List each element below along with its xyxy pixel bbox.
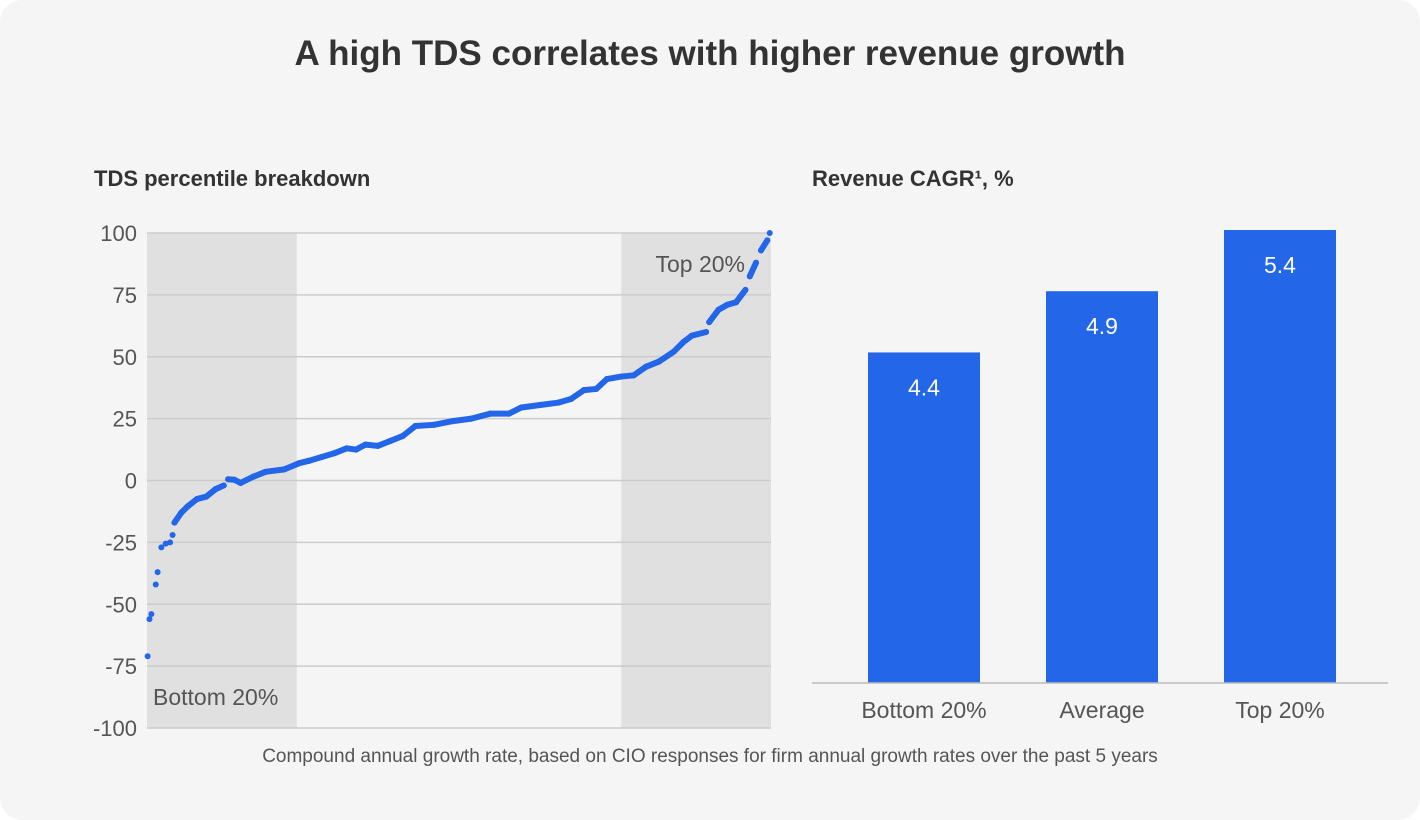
bar-data-label: 5.4 — [1264, 252, 1296, 278]
data-point — [184, 503, 191, 510]
data-point — [362, 441, 369, 448]
y-tick-label: -75 — [105, 654, 137, 679]
curve-segment — [518, 402, 544, 411]
data-point — [167, 539, 174, 546]
data-point — [374, 442, 381, 449]
data-point — [746, 273, 753, 280]
data-point — [296, 460, 303, 467]
curve-segment — [431, 418, 456, 428]
data-point — [449, 418, 456, 425]
data-point — [670, 348, 677, 355]
bar-1 — [868, 352, 980, 683]
data-point — [306, 457, 313, 464]
data-point — [753, 259, 760, 266]
data-point — [148, 611, 155, 618]
x-category-label: Average — [1059, 697, 1144, 723]
data-point — [618, 373, 625, 380]
data-point — [537, 402, 544, 409]
chart-title: A high TDS correlates with higher revenu… — [294, 34, 1126, 73]
data-point — [146, 616, 153, 623]
y-tick-label: -25 — [105, 530, 137, 555]
data-point — [580, 387, 587, 394]
data-point — [158, 544, 165, 551]
x-category-label: Bottom 20% — [861, 697, 986, 723]
data-point — [568, 395, 575, 402]
data-point — [318, 453, 325, 460]
y-tick-label: 100 — [100, 221, 137, 246]
data-point — [331, 450, 338, 457]
data-point — [758, 247, 765, 254]
data-point — [703, 329, 710, 335]
data-point — [178, 509, 185, 516]
data-point — [231, 476, 238, 483]
data-point — [724, 301, 731, 308]
data-point — [766, 230, 773, 236]
data-point — [237, 479, 244, 486]
right-chart-title: Revenue CAGR¹, % — [812, 166, 1014, 191]
data-point — [144, 653, 151, 660]
y-tick-label: 75 — [113, 283, 137, 308]
data-point — [353, 446, 360, 453]
data-point — [220, 482, 227, 489]
data-point — [505, 410, 512, 417]
data-point — [733, 299, 740, 306]
data-point — [715, 306, 722, 313]
bar-3 — [1224, 230, 1336, 683]
data-point — [630, 372, 637, 379]
y-tick-label: -50 — [105, 592, 137, 617]
data-point — [742, 286, 749, 293]
data-point — [518, 404, 525, 411]
data-point — [171, 519, 178, 526]
curve-segment — [262, 466, 288, 475]
data-point — [262, 468, 269, 475]
y-tick-label: -100 — [93, 716, 137, 741]
bar-2 — [1046, 291, 1158, 683]
data-point — [152, 581, 159, 588]
curve-segment — [449, 415, 475, 425]
data-point — [688, 332, 695, 339]
data-point — [643, 363, 650, 370]
data-point — [593, 385, 600, 392]
curve-segment — [537, 399, 562, 409]
bar-data-label: 4.9 — [1086, 313, 1118, 339]
bar-data-label: 4.4 — [908, 374, 940, 400]
data-point — [154, 569, 161, 576]
data-point — [281, 466, 288, 473]
data-point — [468, 415, 475, 422]
data-point — [655, 358, 662, 365]
data-point — [212, 486, 219, 493]
data-point — [706, 319, 713, 326]
band-label-top: Top 20% — [655, 251, 745, 277]
data-point — [343, 445, 350, 452]
band-label-bottom: Bottom 20% — [153, 684, 278, 710]
curve-segment — [412, 421, 438, 430]
y-tick-label: 0 — [125, 469, 137, 494]
y-tick-label: 25 — [113, 407, 137, 432]
data-point — [169, 531, 176, 538]
data-point — [250, 473, 257, 480]
data-point — [387, 437, 394, 444]
x-category-label: Top 20% — [1235, 697, 1325, 723]
data-point — [431, 421, 438, 428]
curve-segment — [468, 410, 494, 422]
data-point — [203, 493, 210, 500]
data-point — [193, 496, 200, 503]
data-point — [764, 237, 771, 244]
left-chart-title: TDS percentile breakdown — [94, 166, 371, 191]
data-point — [680, 338, 687, 345]
footnote: Compound annual growth rate, based on CI… — [262, 746, 1158, 767]
data-point — [399, 432, 406, 439]
data-point — [555, 399, 562, 406]
y-tick-label: 50 — [113, 345, 137, 370]
data-point — [225, 476, 232, 483]
data-point — [603, 376, 610, 383]
data-point — [487, 410, 494, 417]
data-point — [412, 423, 419, 430]
